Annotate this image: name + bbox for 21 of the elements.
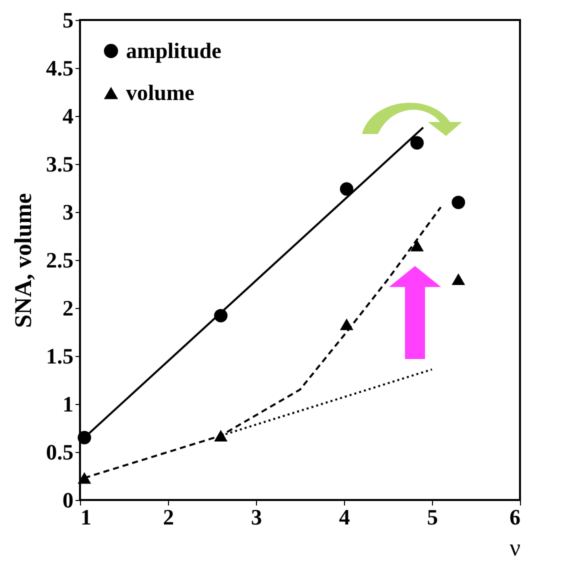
y-tick-label: 0 [62, 488, 74, 512]
y-tick-label: 4 [62, 104, 74, 128]
x-tick-label: 5 [427, 504, 438, 530]
y-tick-label: 3 [62, 200, 74, 224]
x-tick-label: 6 [510, 504, 520, 530]
x-tick-label: 1 [80, 504, 92, 530]
x-axis-title: ν [510, 536, 521, 562]
x-tick-label: 2 [163, 504, 174, 530]
y-tick-label: 0.5 [46, 440, 74, 464]
x-tick-label: 3 [251, 504, 262, 530]
x-tick-label: 4 [339, 504, 350, 530]
y-tick-label: 3.5 [46, 152, 74, 176]
y-tick-label: 1 [62, 392, 74, 416]
y-tick-label: 2 [62, 296, 74, 320]
legend-label: volume [126, 80, 195, 105]
y-tick-label: 4.5 [46, 56, 74, 80]
y-axis-title: SNA, volume [11, 192, 37, 328]
legend-label: amplitude [126, 38, 222, 63]
y-tick-label: 5 [62, 8, 74, 32]
y-tick-label: 1.5 [46, 344, 74, 368]
y-tick-label: 2.5 [46, 248, 74, 272]
